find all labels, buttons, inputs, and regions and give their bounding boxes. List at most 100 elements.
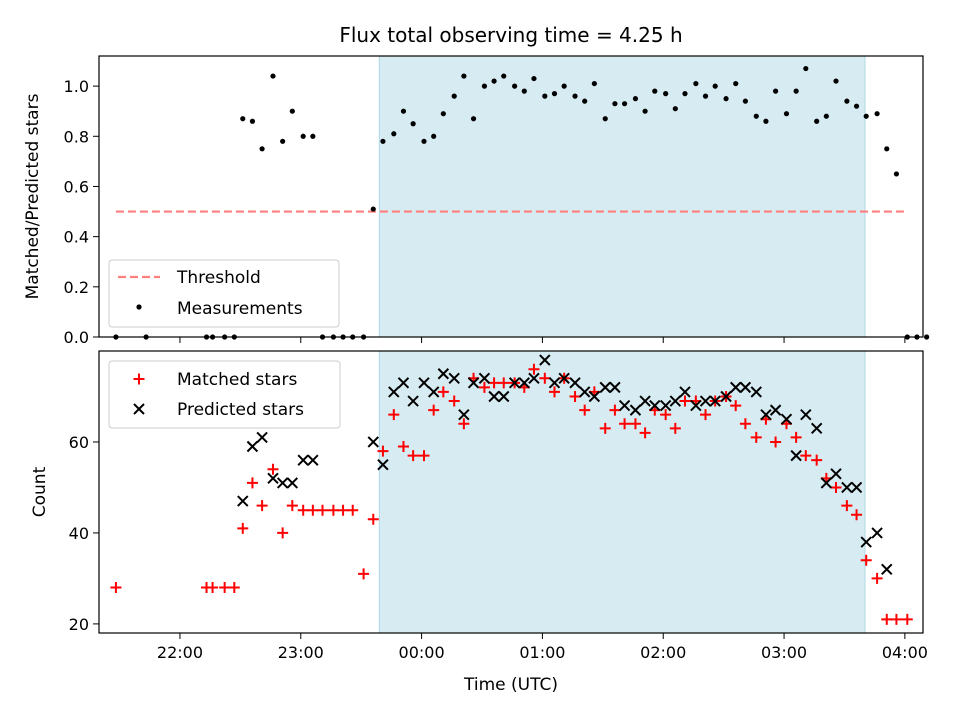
observing-window-shade-top: [378, 55, 866, 338]
matched-star-point: [730, 400, 742, 412]
predicted-star-point: [810, 422, 823, 435]
predicted-star-point: [800, 408, 812, 421]
predicted-star-point: [498, 390, 510, 403]
matched-star-point: [851, 509, 863, 521]
measurement-point: [723, 96, 729, 102]
measurement-point: [431, 133, 437, 139]
predicted-star-point: [407, 395, 419, 407]
predicted-star-point: [649, 399, 661, 412]
matched-star-point: [488, 377, 500, 389]
predicted-star-point: [388, 386, 400, 398]
y-tick-label: 60: [69, 433, 89, 452]
measurement-point: [652, 88, 658, 94]
measurement-point: [763, 118, 769, 124]
predicted-star-point: [458, 408, 470, 421]
predicted-star-point: [659, 399, 672, 412]
measurement-point: [249, 118, 256, 124]
measurement-point: [823, 113, 829, 119]
predicted-star-point: [467, 377, 480, 389]
measurement-point: [300, 133, 306, 139]
predicted-star-point: [569, 377, 581, 389]
predicted-star-point: [830, 468, 842, 480]
y-tick-label: 0.6: [64, 177, 89, 196]
measurement-point: [280, 138, 286, 144]
predicted-star-point: [276, 477, 289, 489]
x-axis-label: Time (UTC): [463, 675, 558, 695]
y-tick-label: 40: [69, 524, 89, 543]
matched-star-point: [811, 454, 823, 466]
measurement-point: [693, 80, 699, 87]
matched-star-point: [599, 422, 611, 434]
measurement-point: [421, 138, 427, 144]
measurement-point: [240, 116, 246, 122]
bottom-legend-box: [108, 360, 341, 429]
measurement-point: [632, 96, 639, 102]
matched-star-point: [347, 504, 359, 516]
matched-star-point: [286, 500, 298, 512]
measurement-points: [113, 65, 930, 340]
measurement-point: [591, 80, 597, 87]
measurement-point: [742, 98, 748, 104]
legend-matched-swatch: [133, 373, 145, 385]
predicted-star-point: [639, 395, 651, 407]
measurement-point: [783, 111, 790, 117]
measurement-point: [461, 73, 467, 79]
predicted-star-point: [760, 408, 772, 421]
matched-star-point: [498, 377, 510, 389]
measurement-point: [470, 116, 477, 122]
measurement-point: [621, 101, 628, 107]
legend-predicted-swatch: [133, 403, 145, 415]
matched-star-point: [871, 572, 883, 584]
chart-title: Flux total observing time = 4.25 h: [339, 23, 682, 47]
y-tick-label: 20: [69, 615, 89, 634]
top-y-axis-label: Matched/Predicted stars: [23, 93, 43, 299]
top-y-ticks: 0.0 0.2 0.4 0.6 0.8 1.0: [64, 77, 99, 347]
matched-star-point: [860, 554, 872, 566]
matched-star-point: [639, 427, 651, 439]
measurement-point: [400, 108, 407, 114]
matched-star-point: [770, 436, 782, 448]
predicted-star-point: [599, 381, 611, 394]
measurement-point: [753, 113, 759, 119]
predicted-star-point: [478, 372, 491, 384]
matched-star-point: [700, 409, 712, 421]
matched-star-point: [256, 500, 268, 512]
matched-star-point: [901, 613, 913, 625]
matched-star-point: [679, 395, 691, 407]
matched-star-point: [669, 422, 681, 434]
y-tick-label: 0.8: [64, 127, 89, 146]
measurement-point: [512, 83, 518, 89]
matched-star-point: [237, 522, 249, 534]
predicted-star-point: [427, 386, 440, 398]
measurement-point: [289, 108, 295, 114]
x-tick-label: 02:00: [640, 643, 686, 662]
matched-star-point: [448, 395, 460, 407]
matched-star-point: [890, 613, 902, 625]
predicted-star-point: [267, 472, 279, 485]
measurement-point: [663, 91, 669, 97]
measurement-point: [521, 88, 527, 94]
y-tick-label: 1.0: [64, 77, 89, 96]
predicted-star-point: [256, 431, 268, 444]
predicted-star-point: [860, 536, 872, 548]
predicted-star-point: [286, 477, 299, 489]
matched-star-point: [307, 504, 319, 516]
matched-star-point: [407, 450, 419, 462]
y-tick-label: 0.4: [64, 228, 89, 247]
top-legend: Threshold Measurements: [108, 259, 340, 328]
measurement-point: [924, 334, 930, 340]
predicted-star-point: [730, 381, 742, 394]
predicted-star-point: [588, 390, 601, 403]
measurement-point: [440, 111, 446, 117]
predicted-star-point: [518, 377, 530, 389]
measurement-point: [491, 78, 497, 84]
measurement-point: [874, 111, 880, 117]
measurement-point: [310, 133, 316, 139]
measurement-point: [531, 75, 537, 82]
matched-star-point: [367, 513, 379, 525]
matched-star-point: [246, 477, 258, 489]
predicted-star-point: [539, 354, 551, 366]
matched-star-point: [830, 481, 842, 493]
x-tick-label: 22:00: [157, 643, 203, 662]
